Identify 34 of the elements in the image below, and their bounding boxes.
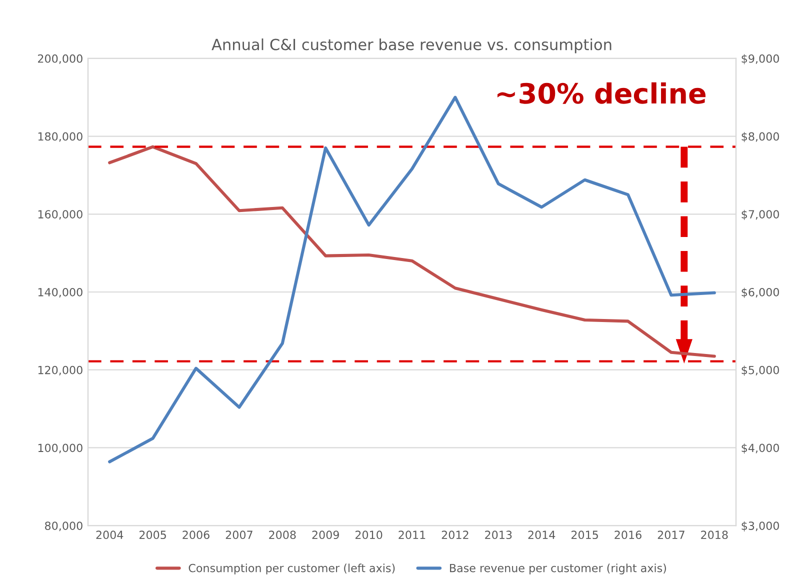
- y-tick-label: 160,000: [38, 210, 82, 220]
- x-tick-label: 2008: [269, 530, 296, 540]
- y-tick-label: 140,000: [38, 288, 82, 298]
- chart-title: Annual C&I customer base revenue vs. consumption: [212, 38, 612, 54]
- x-tick-label: 2015: [571, 530, 598, 540]
- y2-tick-label: $4,000: [742, 444, 779, 454]
- y-tick-label: 100,000: [38, 444, 82, 454]
- x-tick-label: 2007: [226, 530, 252, 540]
- x-tick-label: 2006: [182, 530, 210, 540]
- x-tick-label: 2013: [485, 530, 512, 540]
- x-tick-label: 2011: [398, 530, 426, 540]
- legend-label: Base revenue per customer (right axis): [450, 564, 666, 574]
- x-tick-label: 2005: [139, 530, 166, 540]
- y2-tick-label: $3,000: [742, 521, 779, 532]
- y2-tick-label: $5,000: [742, 366, 779, 376]
- line-series: [108, 145, 716, 358]
- x-tick-label: 2016: [614, 530, 642, 540]
- x-tick-label: 2018: [701, 530, 728, 540]
- y-tick-label: 200,000: [38, 54, 82, 64]
- x-tick-label: 2014: [528, 530, 556, 540]
- x-tick-label: 2010: [355, 530, 382, 540]
- x-tick-label: 2012: [442, 530, 468, 540]
- y2-tick-label: $6,000: [742, 288, 779, 298]
- x-tick-label: 2009: [312, 530, 339, 540]
- annotation: ~30% decline: [497, 82, 706, 104]
- y2-tick-label: $9,000: [742, 54, 779, 64]
- y-tick-label: 120,000: [38, 366, 82, 376]
- y2-tick-label: $7,000: [742, 210, 779, 220]
- x-tick-label: 2004: [96, 530, 124, 540]
- y2-tick-label: $8,000: [742, 132, 779, 142]
- y-tick-label: 80,000: [45, 522, 82, 532]
- x-tick-label: 2017: [658, 530, 684, 540]
- legend-label: Consumption per customer (left axis): [188, 564, 395, 574]
- y-tick-label: 180,000: [38, 132, 82, 142]
